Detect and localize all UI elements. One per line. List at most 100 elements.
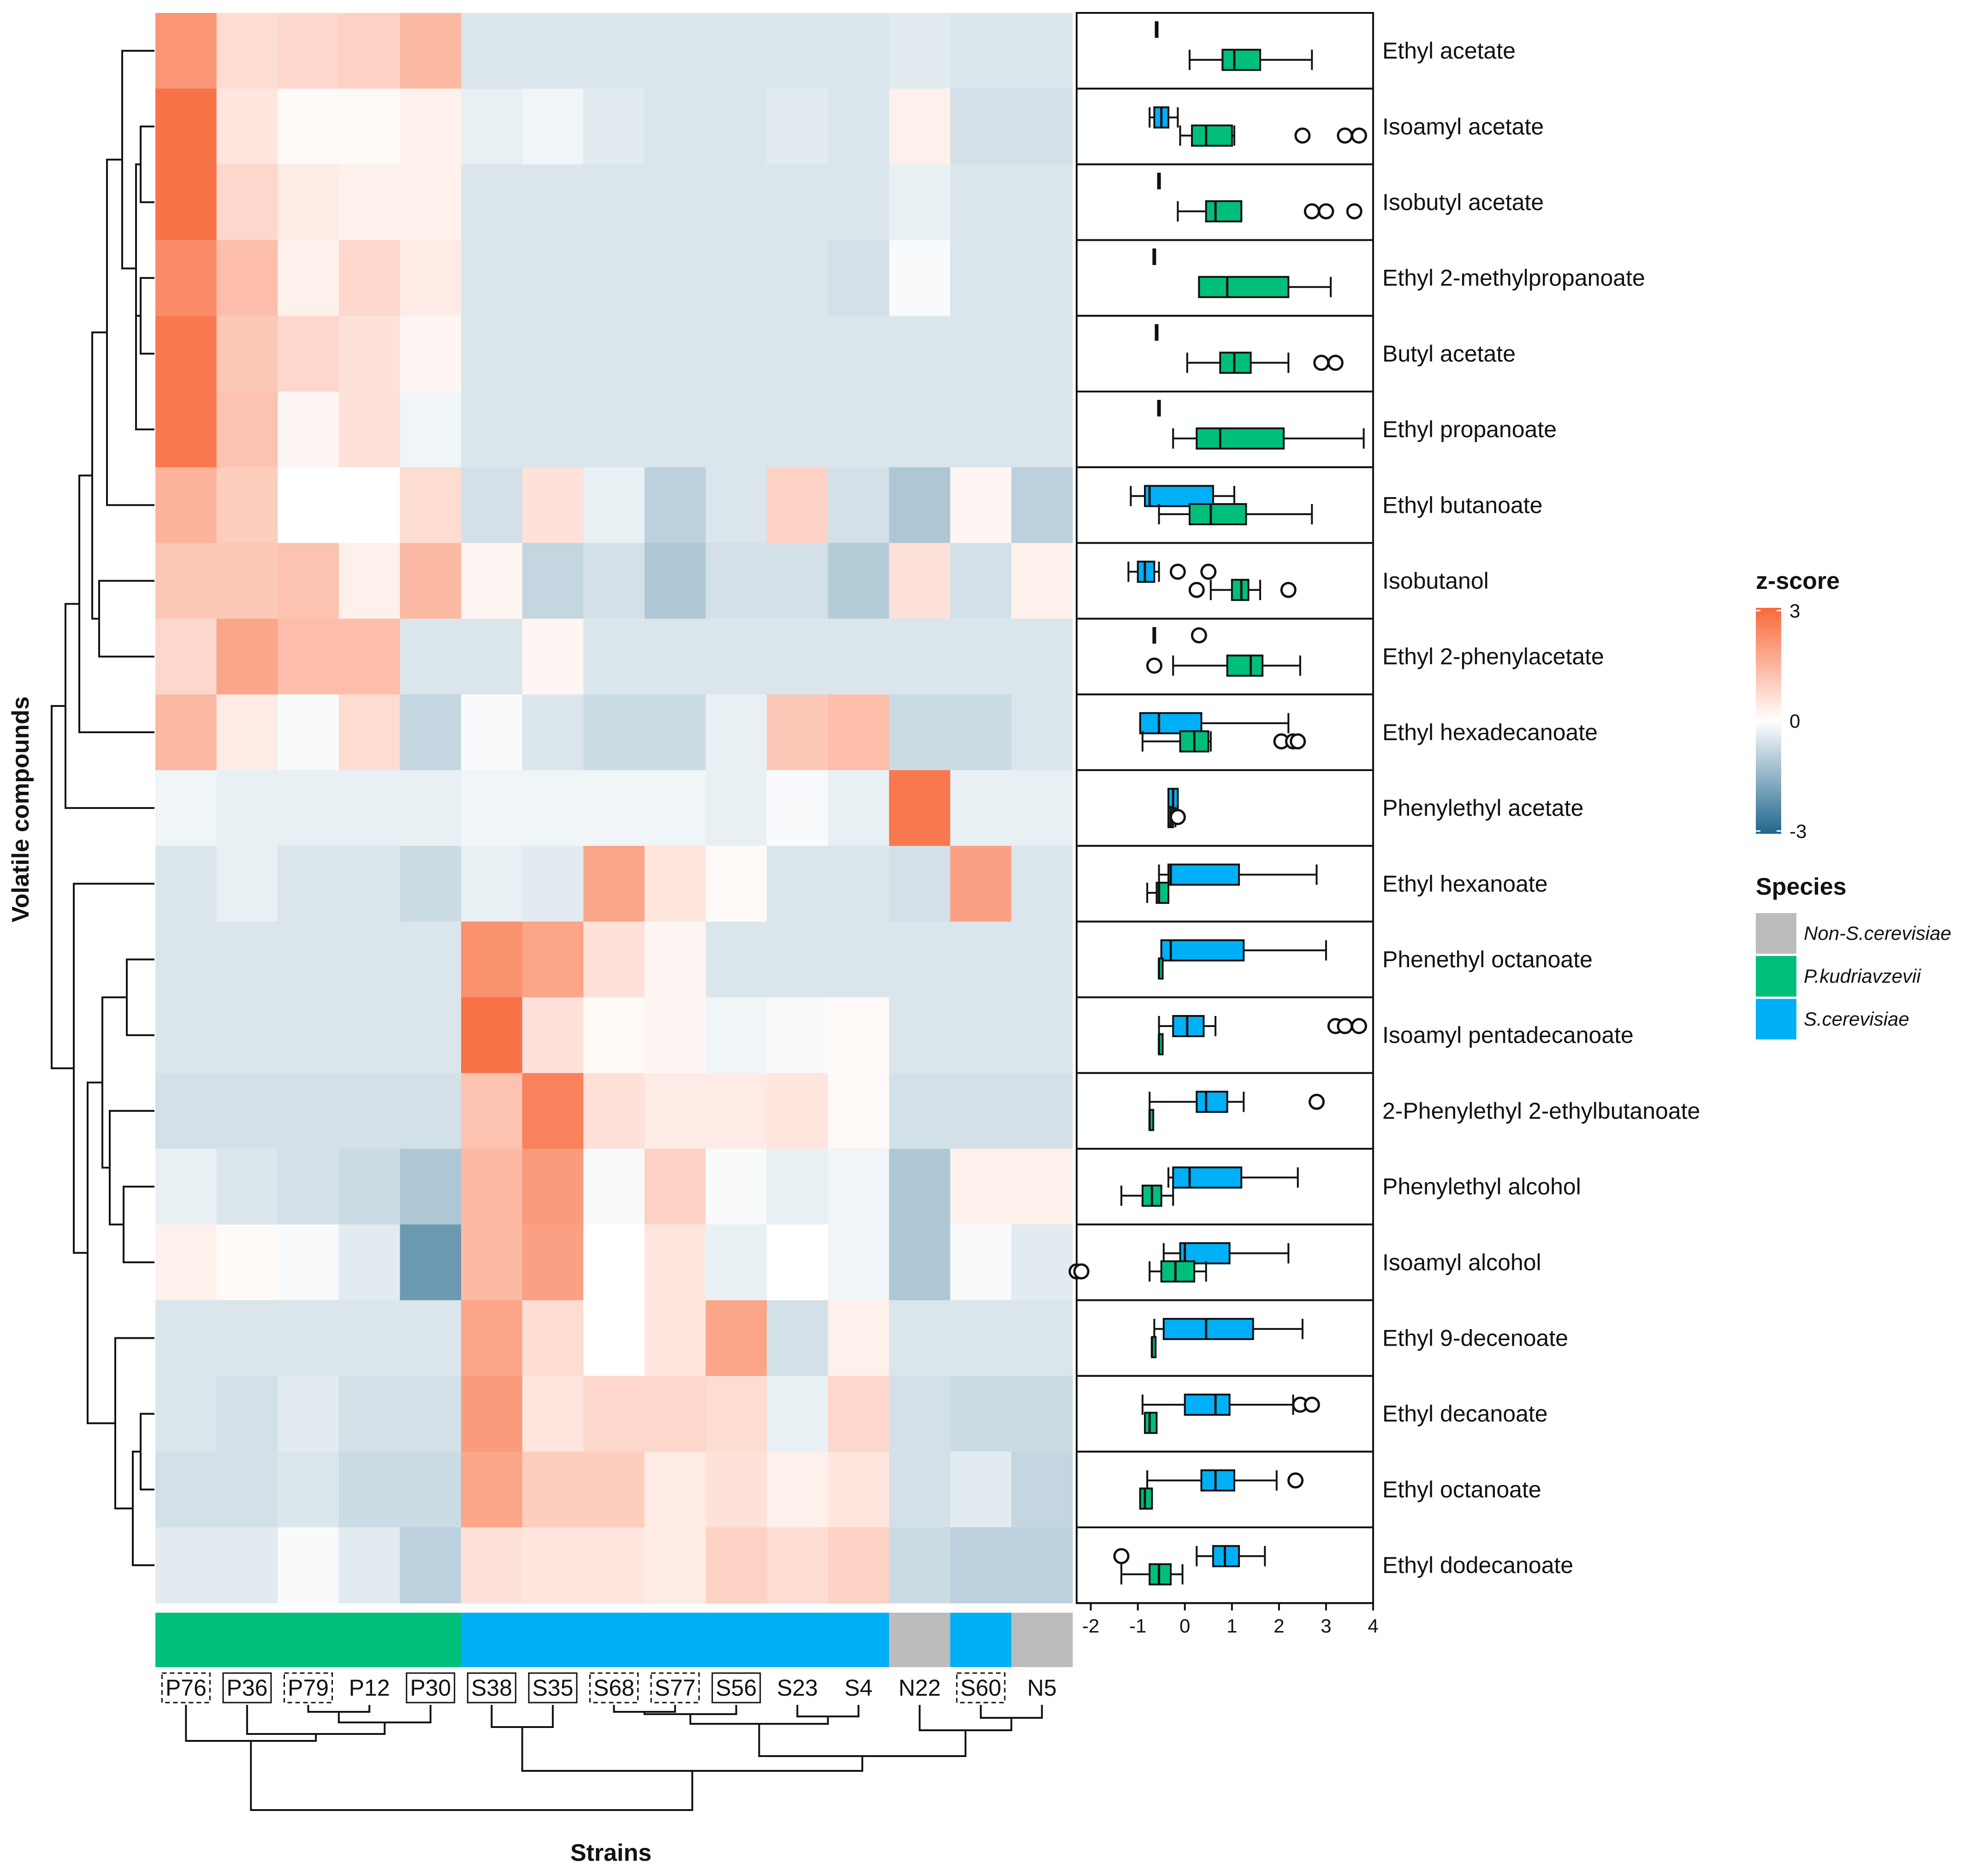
- heatmap-cell: [278, 543, 339, 619]
- heatmap-cell: [950, 315, 1012, 392]
- heatmap-cell: [644, 921, 706, 998]
- boxplot-outlier: [1313, 355, 1330, 371]
- heatmap-cell: [278, 240, 339, 316]
- species-bar-segment: [461, 1613, 523, 1667]
- boxplot-outlier: [1188, 582, 1205, 598]
- heatmap-cell: [950, 1300, 1012, 1377]
- boxplot-axis-tick-label: -2: [1082, 1615, 1099, 1637]
- heatmap-cell: [155, 1224, 217, 1300]
- heatmap-cell: [889, 1527, 951, 1603]
- boxplot-axis-tick-label: 0: [1179, 1615, 1190, 1637]
- boxplot-panel: [1076, 693, 1374, 772]
- boxplot-box: [1221, 48, 1262, 71]
- heatmap-cell: [461, 89, 523, 165]
- row-dendrogram: [51, 50, 154, 1567]
- heatmap-cell: [155, 315, 217, 392]
- boxplot-outlier: [1191, 627, 1207, 644]
- heatmap-cell: [278, 89, 339, 165]
- heatmap-cell: [767, 1224, 829, 1300]
- heatmap-cell: [950, 1376, 1012, 1452]
- boxplot-box: [1172, 1015, 1205, 1037]
- boxplot-box: [1137, 560, 1155, 583]
- heatmap-cell: [522, 1149, 584, 1225]
- compound-label: Isoamyl alcohol: [1382, 1249, 1541, 1275]
- boxplot: [1198, 276, 1332, 298]
- heatmap-cell: [1011, 467, 1073, 543]
- boxplot-axis-tick-label: 4: [1368, 1615, 1378, 1637]
- heatmap-cell: [950, 543, 1012, 619]
- boxplot-outlier: [1290, 733, 1306, 750]
- boxplot-outlier: [1169, 809, 1186, 825]
- heatmap-cell: [644, 89, 706, 165]
- boxplot-panel: [1076, 617, 1374, 695]
- heatmap-cell: [278, 467, 339, 543]
- compound-label: Ethyl propanoate: [1382, 416, 1557, 442]
- heatmap-cell: [400, 392, 462, 468]
- heatmap-cell: [522, 921, 584, 998]
- heatmap-cell: [1011, 392, 1073, 468]
- heatmap-cell: [583, 1149, 645, 1225]
- heatmap-cell: [644, 1073, 706, 1149]
- heatmap-cell: [889, 240, 951, 316]
- heatmap-cell: [338, 315, 400, 392]
- boxplot-reference-mark: [1157, 172, 1161, 190]
- compound-label: Ethyl 9-decenoate: [1382, 1325, 1568, 1351]
- heatmap-cell: [1011, 543, 1073, 619]
- heatmap-cell: [155, 921, 217, 998]
- heatmap-cell: [522, 1527, 584, 1603]
- heatmap-cell: [828, 1527, 889, 1603]
- heatmap-cell: [461, 1073, 523, 1149]
- heatmap-cell: [216, 1073, 278, 1149]
- heatmap-cell: [216, 164, 278, 241]
- heatmap-cell: [216, 1149, 278, 1225]
- heatmap-cell: [338, 1224, 400, 1300]
- heatmap-cell: [583, 467, 645, 543]
- heatmap-cell: [583, 392, 645, 468]
- dendrogram-branch: [109, 1110, 154, 1226]
- heatmap-cell: [767, 392, 829, 468]
- boxplot-box: [1196, 427, 1285, 450]
- heatmap-cell: [155, 164, 217, 241]
- heatmap-cell: [767, 846, 829, 922]
- heatmap-cell: [889, 392, 951, 468]
- boxplot: [1189, 48, 1313, 71]
- heatmap-cell: [216, 1451, 278, 1528]
- boxplot-box: [1200, 1469, 1235, 1492]
- heatmap-cell: [583, 1527, 645, 1603]
- boxplot-outlier: [1113, 1548, 1130, 1564]
- heatmap-cell: [644, 164, 706, 241]
- heatmap-cell: [461, 997, 523, 1074]
- heatmap-cell: [278, 1300, 339, 1377]
- boxplot: [1177, 200, 1363, 223]
- boxplot: [1157, 400, 1161, 417]
- column-dendrogram: [185, 1705, 1043, 1811]
- boxplot-outlier: [1327, 355, 1344, 371]
- boxplot-panel: [1076, 769, 1374, 847]
- boxplot: [1179, 125, 1367, 147]
- strain-label: P76: [166, 1675, 207, 1701]
- dendrogram-branch: [307, 1705, 371, 1713]
- boxplot: [1158, 1015, 1367, 1037]
- heatmap-cell: [644, 1300, 706, 1377]
- heatmap-cell: [705, 392, 767, 468]
- heatmap-cell: [461, 1224, 523, 1300]
- heatmap-cell: [278, 997, 339, 1074]
- compound-label: Phenylethyl acetate: [1382, 795, 1583, 821]
- heatmap-cell: [950, 240, 1012, 316]
- heatmap-cell: [216, 467, 278, 543]
- heatmap-cell: [705, 1149, 767, 1225]
- heatmap-cell: [828, 1300, 889, 1377]
- heatmap-cell: [155, 543, 217, 619]
- colorbar-title: z-score: [1756, 568, 1840, 594]
- heatmap-cell: [1011, 1527, 1073, 1603]
- boxplot-outlier: [1294, 127, 1311, 144]
- strain-label-box: [956, 1672, 1006, 1704]
- heatmap-cell: [950, 1149, 1012, 1225]
- strain-label: S56: [716, 1675, 757, 1701]
- boxplot: [1146, 1469, 1304, 1492]
- heatmap-cell: [705, 13, 767, 89]
- heatmap-cell: [705, 618, 767, 695]
- heatmap-cell: [889, 618, 951, 695]
- heatmap-cell: [400, 997, 462, 1074]
- heatmap-cell: [400, 846, 462, 922]
